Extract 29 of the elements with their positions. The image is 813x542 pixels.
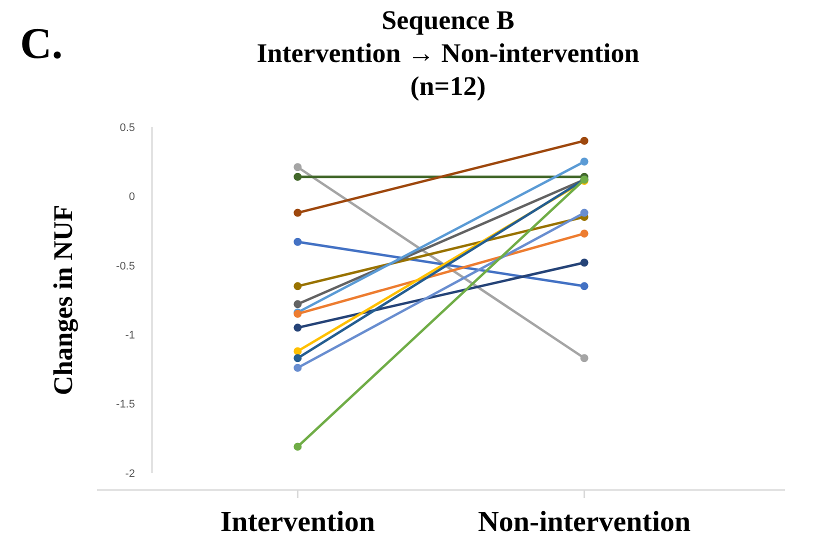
y-tick-label: -1.5 bbox=[116, 398, 135, 411]
y-tick-label: 0 bbox=[128, 191, 135, 204]
point bbox=[580, 258, 588, 267]
point bbox=[294, 442, 302, 451]
text: C. bbox=[20, 19, 63, 68]
point bbox=[294, 354, 302, 362]
x-tick-label: Non-intervention bbox=[478, 506, 691, 538]
point bbox=[294, 364, 302, 372]
y-tick-label: -2 bbox=[125, 468, 135, 480]
point bbox=[580, 158, 588, 166]
y-tick-label: -0.5 bbox=[116, 260, 135, 272]
point bbox=[294, 238, 302, 246]
y-tick-label: 0.5 bbox=[120, 122, 135, 134]
point bbox=[580, 230, 588, 238]
point bbox=[294, 163, 302, 172]
point bbox=[294, 300, 302, 308]
point bbox=[294, 347, 302, 356]
y-axis-title: Changes in NUF bbox=[48, 204, 78, 396]
y-tick-label: -1 bbox=[125, 329, 135, 342]
point bbox=[294, 324, 302, 332]
point bbox=[580, 136, 588, 145]
point bbox=[294, 172, 302, 181]
point bbox=[294, 208, 302, 217]
point bbox=[580, 282, 588, 290]
x-tick-label: Intervention bbox=[220, 506, 376, 538]
point bbox=[580, 208, 588, 217]
point bbox=[294, 282, 302, 290]
point bbox=[580, 354, 588, 362]
chart-title: Sequence B Intervention → Non-intervention (n=12) bbox=[256, 5, 640, 101]
